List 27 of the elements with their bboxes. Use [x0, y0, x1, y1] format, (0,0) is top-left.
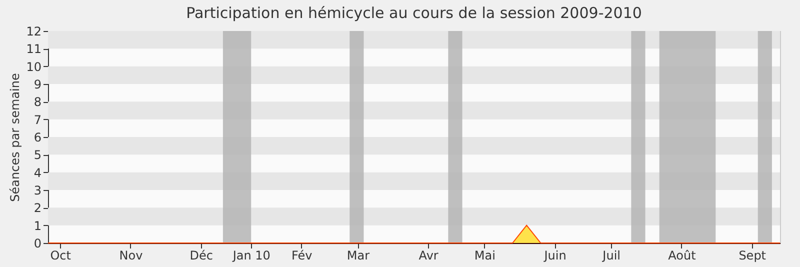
y-tick-label: 1 — [34, 218, 42, 233]
y-tick-label: 11 — [26, 42, 42, 56]
y-tick-label: 10 — [26, 60, 42, 74]
x-tick-label: Nov — [119, 248, 143, 262]
y-tick-label: 4 — [34, 166, 42, 180]
x-tick-label: Déc — [190, 248, 213, 262]
y-tick-label: 9 — [34, 78, 42, 92]
x-tick-label: Juil — [602, 248, 620, 262]
x-tick-label: Mai — [474, 248, 496, 262]
y-tick-label: 12 — [26, 24, 42, 38]
y-axis-title: Séances par semaine — [8, 73, 22, 202]
y-tick-label: 2 — [34, 201, 42, 216]
x-tick-label: Fév — [292, 248, 312, 262]
x-tick-label: Avr — [418, 248, 438, 262]
y-tick-label: 0 — [34, 236, 42, 250]
y-tick-label: 5 — [34, 148, 42, 162]
x-tick-label: Jan 10 — [232, 248, 270, 262]
x-tick-label: Oct — [50, 248, 72, 262]
x-tick-label: Août — [668, 248, 696, 262]
x-tick-label: Sept — [738, 248, 766, 262]
x-tick-label: Mar — [346, 248, 370, 262]
x-tick-label: Juin — [543, 248, 566, 262]
y-tick-label: 6 — [34, 130, 42, 144]
y-tick-label: 3 — [34, 184, 42, 198]
y-tick-label: 7 — [34, 112, 42, 127]
y-tick-label: 8 — [34, 95, 42, 110]
chart-title: Participation en hémicycle au cours de la session 2009-2010 — [186, 4, 642, 22]
